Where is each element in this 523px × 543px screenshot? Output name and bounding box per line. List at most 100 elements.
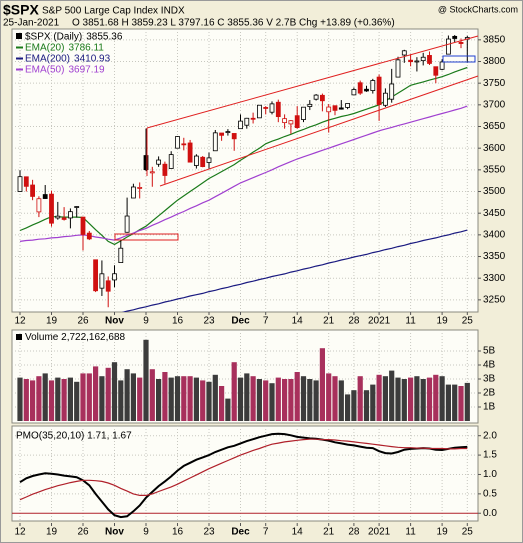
volume-bar [288,379,294,421]
volume-bar [61,379,67,421]
y-tick-label: 3750 [483,78,506,89]
legend-entry: EMA(200) 3410.93 [25,53,111,64]
volume-bar [162,372,168,421]
quote: O 3851.68 H 3859.23 L 3797.16 C 3855.36 … [72,18,395,29]
source: @ StockCharts.com [438,4,518,14]
candle-body [458,42,464,44]
volume-bar [156,379,162,421]
volume-bar [326,373,332,421]
candle-body [130,186,136,199]
x-tick-label: 26 [77,316,89,327]
candle-body [55,215,61,219]
volume-bar [219,386,225,421]
volume-bar [181,376,187,421]
candle-body [112,273,117,281]
candle-body [301,106,306,120]
volume-bar [212,374,218,421]
candle-body [175,136,180,149]
y-tick-label: 3500 [483,186,506,197]
volume-bar [464,382,470,421]
candle-body [452,35,458,39]
volume-bar [48,380,55,421]
candle-body [124,215,130,233]
gap-box [442,55,476,63]
candle-body [433,66,439,76]
y-tick-label: 1B [483,402,496,413]
volume-bar [370,384,376,421]
x-tick-label: 11 [405,527,416,538]
candle-body [263,107,269,109]
channel-lower [159,75,479,187]
candle-body [389,83,395,100]
volume-bar [118,380,124,421]
candle-body [42,194,48,199]
volume-bar [36,376,42,421]
candle-body [143,155,149,171]
x-tick-label: Nov [105,527,124,538]
volume-bar [55,377,61,421]
x-tick-label: 25 [462,316,474,327]
candle-body [313,94,319,100]
volume-bar [130,373,136,421]
y-tick-label: 3650 [483,121,506,132]
legend-name: EMA(20) [25,42,64,53]
candle-body [269,103,275,113]
x-tick-label: 19 [437,527,449,538]
legend-entry: $SPX (Daily) 3855.36 [25,31,123,42]
y-tick-label: 3400 [483,229,506,240]
x-tick-label: 2021 [368,316,391,327]
y-tick-label: 3300 [483,273,506,284]
volume-bar [420,379,426,421]
y-tick-label: 3850 [483,34,506,45]
volume-bar [439,376,445,421]
candle-body [307,103,313,107]
candle-body [168,154,174,169]
candle-body [282,118,288,124]
volume-bar [275,377,281,421]
y-tick-label: 3250 [483,295,506,306]
volume-bar [294,372,300,421]
volume-bar [30,380,36,421]
volume-bar [17,377,23,421]
volume-bar [174,376,181,421]
candle-body [80,216,86,235]
candle-body [288,120,294,125]
candle-body [332,105,338,111]
legend-value: 3410.93 [74,53,111,64]
volume-bar [363,390,370,421]
volume-bar [389,370,395,421]
y-tick-label: 1.0 [483,469,497,480]
candle-body [149,171,155,174]
volume-bar [351,390,357,421]
volume-bar [452,384,458,421]
candle-body [414,60,420,63]
candle-body [219,132,225,136]
legend-value: 3697.19 [68,64,105,75]
candle-body [238,120,243,130]
volume-bar [193,377,199,421]
x-tick-label: 2021 [368,527,391,538]
candle-body [187,142,193,163]
candle-body [193,155,199,166]
volume-bar [149,369,155,421]
candle-body [200,156,206,167]
volume-bar [111,362,118,421]
y-tick-label: 0.0 [483,508,497,519]
candle-body [364,88,369,92]
volume-bar [269,383,275,421]
volume-bar [67,377,73,421]
pmo-line [19,438,468,501]
ema-line [121,229,468,312]
x-tick-label: 14 [292,316,304,327]
x-tick-label: 23 [203,316,215,327]
volume-bar [86,373,92,421]
x-tick-label: 16 [172,316,184,327]
x-tick-label: 21 [323,527,335,538]
legend-swatch [16,33,22,39]
candle-body [345,103,351,108]
gap-box [114,233,179,241]
volume-bar [168,377,174,421]
candle-body [275,101,281,118]
volume-bar [23,379,29,421]
legend-entry: EMA(20) 3786.11 [25,42,104,53]
